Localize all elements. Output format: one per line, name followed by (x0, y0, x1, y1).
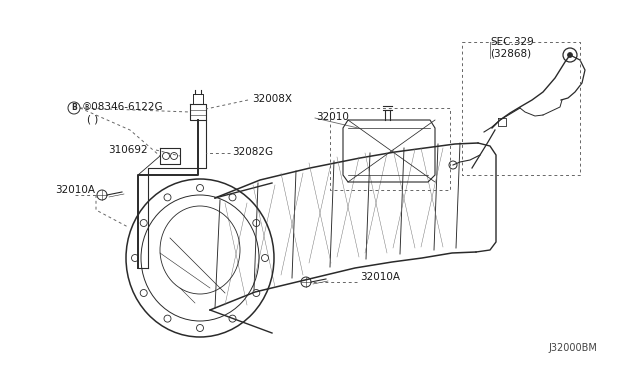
Text: B: B (71, 103, 77, 112)
Text: 32008X: 32008X (252, 94, 292, 104)
Text: SEC.329: SEC.329 (490, 37, 534, 47)
Text: 32010: 32010 (316, 112, 349, 122)
Text: 310692: 310692 (108, 145, 148, 155)
Text: ( ): ( ) (87, 114, 99, 124)
Text: ®08346-6122G: ®08346-6122G (82, 102, 164, 112)
Circle shape (568, 52, 573, 58)
Text: J32000BM: J32000BM (548, 343, 597, 353)
Text: 32010A: 32010A (360, 272, 400, 282)
Text: (32868): (32868) (490, 49, 531, 59)
Text: 32010A: 32010A (55, 185, 95, 195)
Text: 32082G: 32082G (232, 147, 273, 157)
